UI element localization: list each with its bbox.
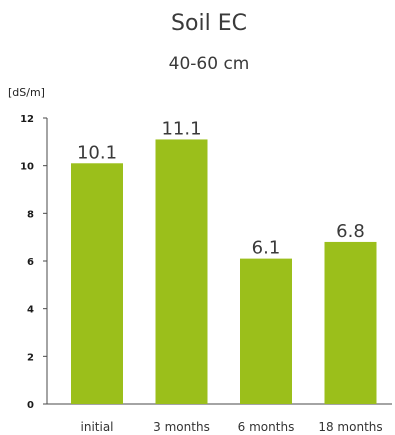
bar [155,139,208,404]
bars [71,139,377,404]
x-tick-label: 3 months [153,420,210,434]
bar [324,241,377,404]
x-tick-labels: initial 3 months 6 months 18 months [81,420,383,434]
data-label: 10.1 [77,142,117,163]
y-tick-label: 0 [27,400,34,411]
y-axis-unit-label: [dS/m] [8,86,45,99]
y-tick-label: 2 [27,352,34,363]
y-tick-label: 12 [20,114,34,125]
chart-subtitle: 40-60 cm [169,54,250,74]
data-label: 11.1 [161,118,201,139]
chart-title: Soil EC [171,11,247,36]
data-labels: 10.1 11.1 6.1 6.8 [77,118,365,258]
bar [240,258,292,404]
x-tick-label: initial [81,420,114,434]
y-tick-label: 6 [27,257,34,268]
y-ticks: 0 2 4 6 8 10 12 [20,114,47,411]
y-tick-label: 8 [27,209,34,220]
data-label: 6.1 [252,238,281,259]
x-tick-label: 18 months [318,420,382,434]
y-tick-label: 4 [27,305,34,316]
y-tick-label: 10 [20,162,34,173]
data-label: 6.8 [336,221,365,242]
bar [71,163,123,404]
x-tick-label: 6 months [238,420,295,434]
